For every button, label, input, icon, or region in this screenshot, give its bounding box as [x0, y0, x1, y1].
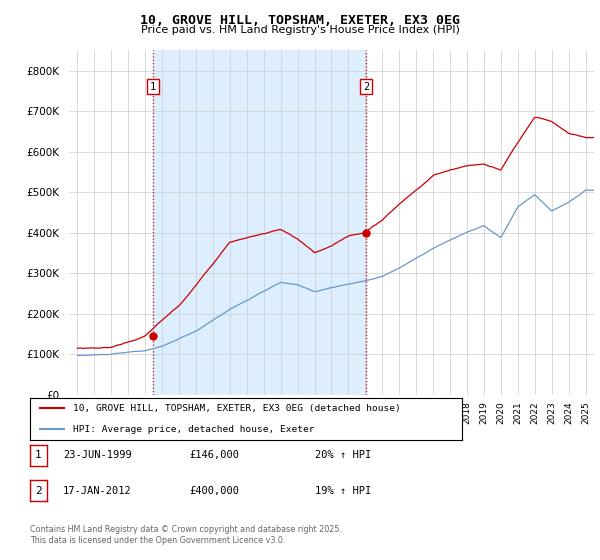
- Text: 19% ↑ HPI: 19% ↑ HPI: [315, 486, 371, 496]
- Text: 23-JUN-1999: 23-JUN-1999: [63, 450, 132, 460]
- Text: 17-JAN-2012: 17-JAN-2012: [63, 486, 132, 496]
- Text: 10, GROVE HILL, TOPSHAM, EXETER, EX3 0EG: 10, GROVE HILL, TOPSHAM, EXETER, EX3 0EG: [140, 14, 460, 27]
- Text: 1: 1: [150, 82, 156, 92]
- Text: 1: 1: [35, 450, 42, 460]
- Text: 2: 2: [363, 82, 370, 92]
- Bar: [153, 50, 366, 395]
- Text: HPI: Average price, detached house, Exeter: HPI: Average price, detached house, Exet…: [73, 424, 314, 433]
- Text: 10, GROVE HILL, TOPSHAM, EXETER, EX3 0EG (detached house): 10, GROVE HILL, TOPSHAM, EXETER, EX3 0EG…: [73, 404, 401, 413]
- Text: 20% ↑ HPI: 20% ↑ HPI: [315, 450, 371, 460]
- Text: Price paid vs. HM Land Registry's House Price Index (HPI): Price paid vs. HM Land Registry's House …: [140, 25, 460, 35]
- Text: Contains HM Land Registry data © Crown copyright and database right 2025.
This d: Contains HM Land Registry data © Crown c…: [30, 525, 342, 545]
- Text: £400,000: £400,000: [189, 486, 239, 496]
- Text: 2: 2: [35, 486, 42, 496]
- Text: £146,000: £146,000: [189, 450, 239, 460]
